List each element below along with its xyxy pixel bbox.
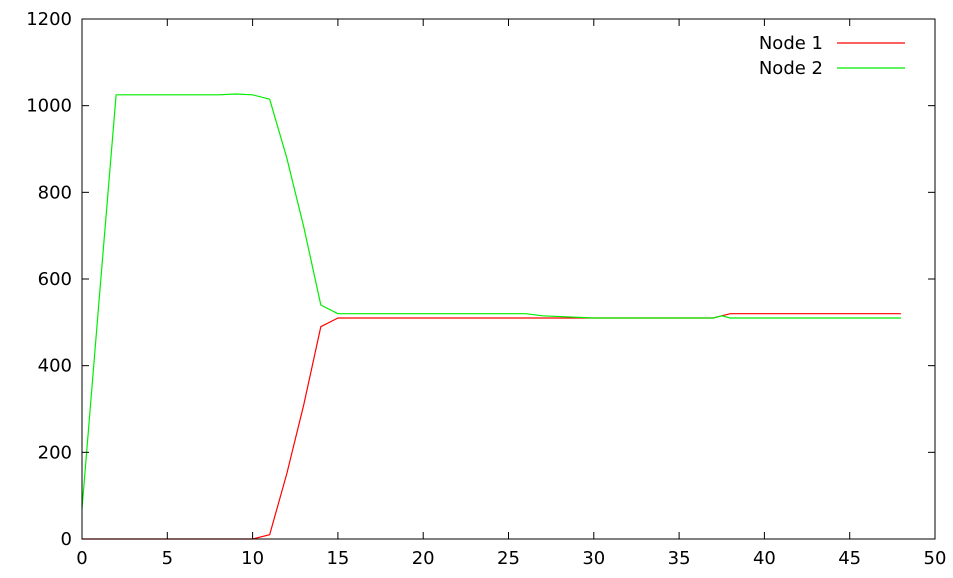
y-tick-label: 0 [61, 529, 72, 550]
x-tick-label: 20 [412, 548, 435, 569]
x-tick-label: 50 [924, 548, 947, 569]
legend-label-1: Node 1 [759, 33, 823, 54]
x-tick-label: 5 [162, 548, 173, 569]
x-tick-label: 45 [838, 548, 861, 569]
y-tick-label: 400 [38, 356, 72, 377]
x-tick-label: 0 [76, 548, 87, 569]
y-tick-label: 1200 [26, 9, 72, 30]
y-tick-label: 800 [38, 182, 72, 203]
x-tick-label: 30 [582, 548, 605, 569]
y-tick-label: 1000 [26, 96, 72, 117]
y-tick-label: 600 [38, 269, 72, 290]
legend-label-2: Node 2 [759, 58, 823, 79]
x-tick-label: 35 [668, 548, 691, 569]
axes: 0 5 10 15 20 25 30 35 40 45 50 0 200 400 600 800 1000 120… [26, 9, 946, 569]
x-tick-label: 15 [326, 548, 349, 569]
x-tick-label: 25 [497, 548, 520, 569]
x-tick-label: 40 [753, 548, 776, 569]
y-tick-label: 200 [38, 442, 72, 463]
x-tick-label: 10 [241, 548, 264, 569]
series-line-2 [81, 93, 901, 509]
legend: Node 1 Node 2 [759, 33, 905, 79]
